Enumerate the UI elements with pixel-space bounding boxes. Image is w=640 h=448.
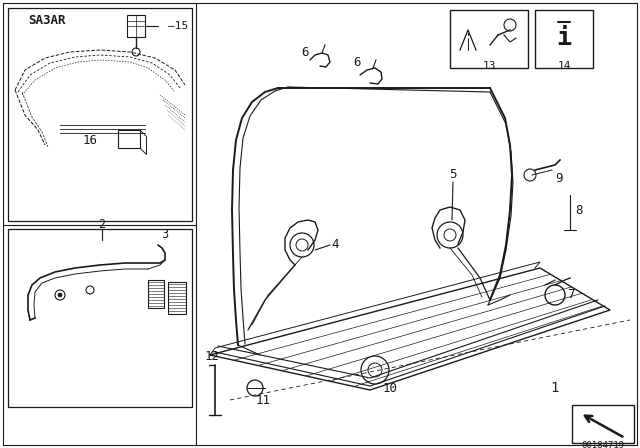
Text: i: i bbox=[557, 26, 572, 50]
Bar bbox=[535, 10, 593, 68]
Bar bbox=[450, 10, 528, 68]
Text: 6: 6 bbox=[353, 56, 361, 69]
Text: 00184719: 00184719 bbox=[582, 440, 625, 448]
Bar bbox=[572, 405, 634, 443]
Text: SA3AR: SA3AR bbox=[28, 13, 65, 26]
Text: 5: 5 bbox=[449, 168, 457, 181]
Bar bbox=[8, 229, 192, 407]
Text: 2: 2 bbox=[99, 219, 106, 232]
Bar bbox=[168, 282, 186, 314]
Text: 14: 14 bbox=[557, 61, 571, 71]
Text: 16: 16 bbox=[83, 134, 97, 146]
Bar bbox=[127, 15, 145, 37]
Text: 1: 1 bbox=[551, 381, 559, 395]
Bar bbox=[118, 130, 140, 148]
Text: 13: 13 bbox=[483, 61, 496, 71]
Text: 6: 6 bbox=[301, 46, 308, 59]
Text: 10: 10 bbox=[383, 382, 397, 395]
Text: 9: 9 bbox=[555, 172, 563, 185]
Bar bbox=[8, 8, 192, 221]
Text: –15: –15 bbox=[168, 21, 188, 31]
Text: 8: 8 bbox=[575, 203, 582, 216]
Bar bbox=[148, 280, 164, 308]
Text: 3: 3 bbox=[161, 228, 168, 241]
Circle shape bbox=[58, 293, 62, 297]
Text: 7: 7 bbox=[567, 289, 575, 302]
Text: 11: 11 bbox=[255, 393, 271, 406]
Text: 4: 4 bbox=[332, 238, 339, 251]
Text: 12: 12 bbox=[205, 349, 220, 362]
